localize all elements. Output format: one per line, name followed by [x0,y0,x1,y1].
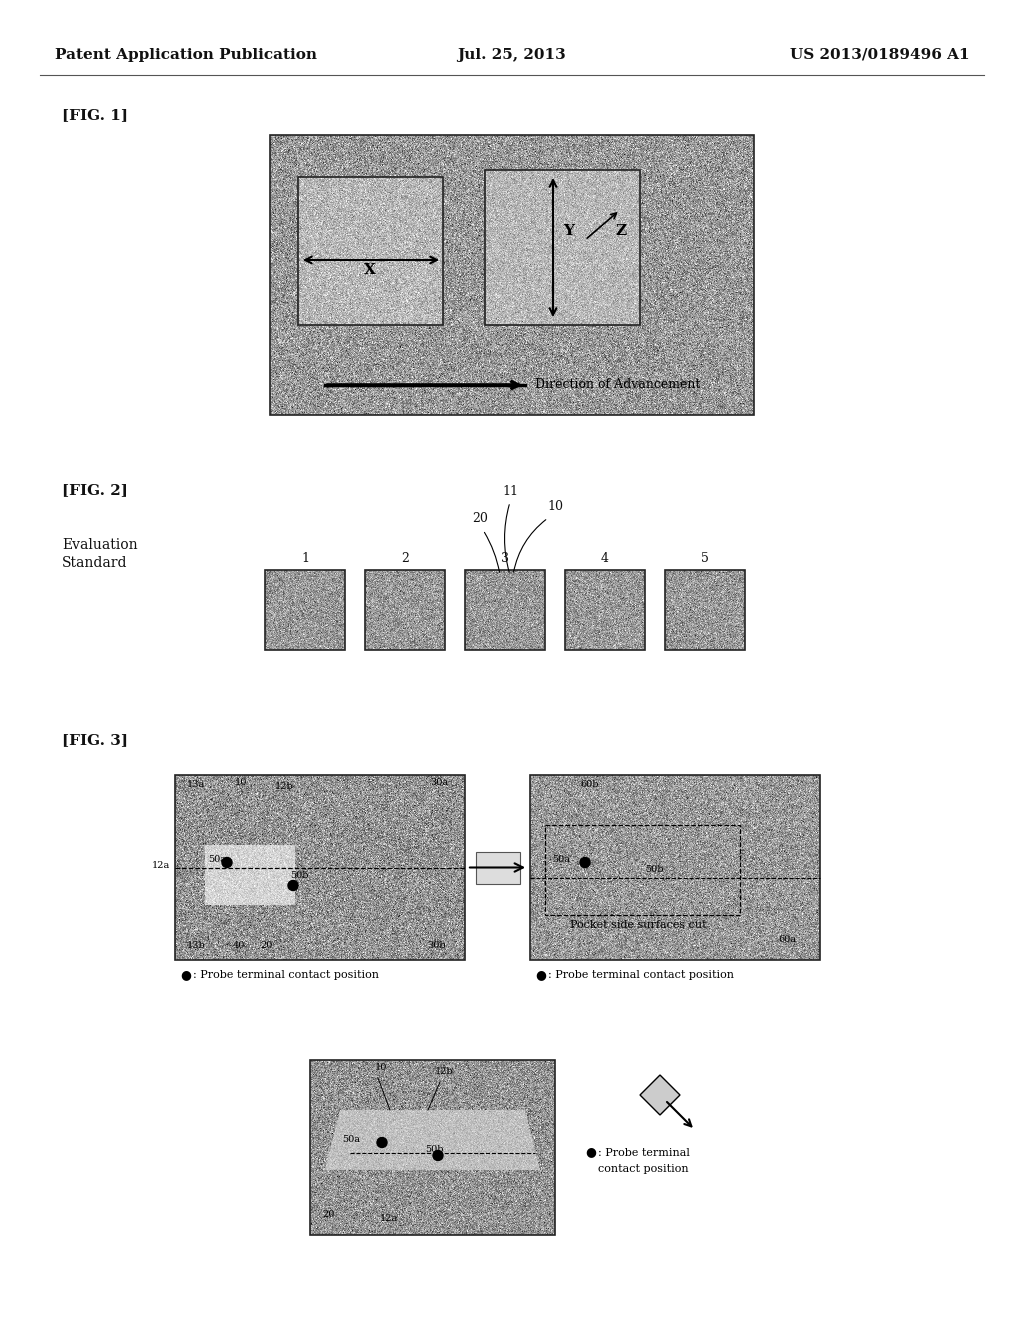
Text: US 2013/0189496 A1: US 2013/0189496 A1 [791,48,970,62]
Bar [298,177,443,325]
Text: Standard: Standard [62,556,128,570]
Text: 60b: 60b [580,780,598,789]
Text: 3: 3 [501,552,509,565]
Text: contact position: contact position [598,1163,688,1173]
Circle shape [580,858,590,867]
Text: Z: Z [615,224,626,238]
Text: Jul. 25, 2013: Jul. 25, 2013 [458,48,566,62]
Text: 10: 10 [234,777,248,787]
Bar [265,570,345,649]
Text: Y: Y [563,224,574,238]
Text: 20: 20 [322,1210,335,1218]
Bar [485,170,640,325]
Text: 50b: 50b [645,866,664,874]
Text: 12b: 12b [435,1067,454,1076]
Text: 2: 2 [401,552,409,565]
Text: ●: ● [180,968,190,981]
Text: [FIG. 3]: [FIG. 3] [62,733,128,747]
Text: Evaluation: Evaluation [62,539,137,552]
Text: 50a: 50a [342,1135,360,1144]
Text: 11: 11 [502,484,518,498]
Polygon shape [640,1074,680,1115]
Bar [545,825,740,915]
Text: 10: 10 [547,500,563,513]
Text: 10: 10 [375,1063,387,1072]
Text: 40: 40 [233,941,246,950]
Bar [175,775,465,960]
Text: : Probe terminal contact position: : Probe terminal contact position [548,970,734,979]
Circle shape [433,1151,443,1160]
Text: 20: 20 [260,941,272,950]
Text: : Probe terminal contact position: : Probe terminal contact position [193,970,379,979]
Text: 12b: 12b [275,781,294,791]
Text: 50b: 50b [425,1146,443,1155]
Bar [530,775,820,960]
Text: [FIG. 1]: [FIG. 1] [62,108,128,121]
Text: 5: 5 [701,552,709,565]
Bar [465,570,545,649]
Circle shape [288,880,298,891]
Text: 30b: 30b [427,941,445,950]
Bar [310,1060,555,1236]
Bar [665,570,745,649]
Text: [FIG. 2]: [FIG. 2] [62,483,128,498]
Text: 13a: 13a [187,780,205,789]
Text: ●: ● [585,1146,596,1159]
Text: 20: 20 [472,512,488,525]
Text: Pocket side surfaces cut: Pocket side surfaces cut [570,920,707,931]
Bar [270,135,754,414]
Polygon shape [325,1110,540,1170]
Text: Direction of Advancement: Direction of Advancement [535,379,700,392]
Text: : Probe terminal: : Probe terminal [598,1147,690,1158]
Text: 13b: 13b [187,941,206,950]
Circle shape [377,1138,387,1147]
Bar [205,845,295,906]
FancyBboxPatch shape [475,851,519,883]
Text: 50b: 50b [290,870,308,879]
Text: 1: 1 [301,552,309,565]
Bar [365,570,445,649]
Text: X: X [365,263,376,277]
Text: 12a: 12a [380,1214,398,1224]
Text: 4: 4 [601,552,609,565]
Bar [565,570,645,649]
Text: ●: ● [535,968,546,981]
Circle shape [222,858,232,867]
Text: 12a: 12a [152,861,170,870]
Text: Patent Application Publication: Patent Application Publication [55,48,317,62]
Text: 50a: 50a [552,855,570,865]
Text: 50a: 50a [208,855,226,865]
Text: 60a: 60a [778,935,796,944]
Text: 30a: 30a [430,777,449,787]
